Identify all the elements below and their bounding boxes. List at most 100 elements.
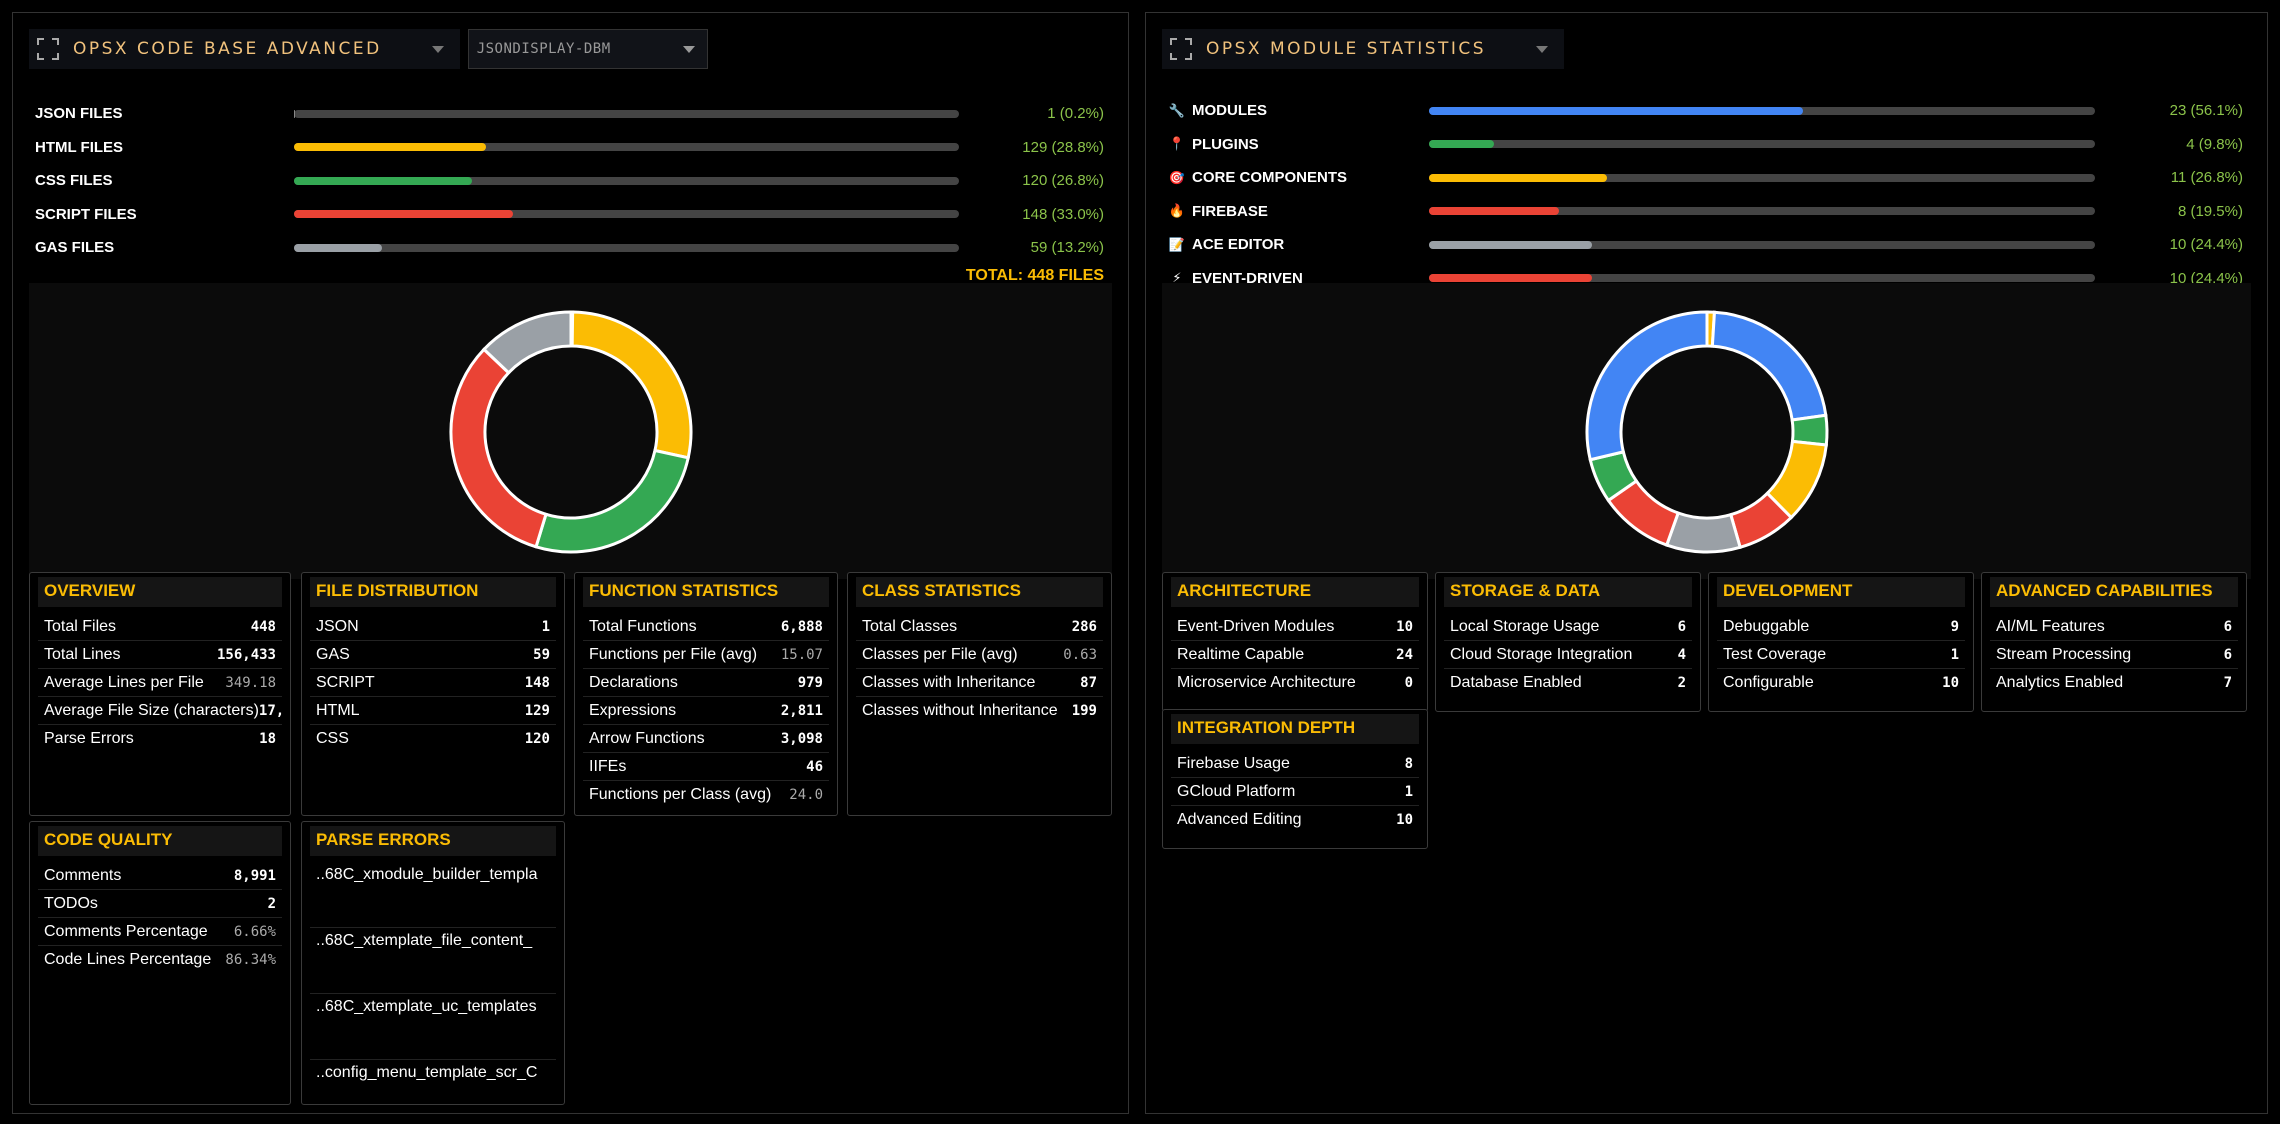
stat-value: 87	[1080, 674, 1097, 691]
parse-error-item[interactable]: ..68C_xtemplate_uc_templates	[310, 994, 556, 1060]
bar-label: GAS FILES	[35, 239, 294, 256]
module-donut-slice[interactable]	[1710, 310, 1828, 422]
stat-label: SCRIPT	[316, 673, 375, 691]
stat-label: Event-Driven Modules	[1177, 617, 1335, 635]
bar-label: HTML FILES	[35, 139, 294, 156]
stat-value: 6,888	[780, 618, 823, 635]
parse-error-item[interactable]: ..68C_xtemplate_file_content_	[310, 928, 556, 994]
stat-label: Functions per Class (avg)	[589, 786, 772, 803]
stat-row: SCRIPT 148	[310, 669, 556, 697]
code-base-panel: OPSX CODE BASE ADVANCED JSONDISPLAY-DBM …	[12, 12, 1129, 1114]
stat-label: Classes per File (avg)	[862, 645, 1018, 663]
bar-row: ⚡ EVENT-DRIVEN 10 (24.4%)	[1168, 262, 2243, 291]
stat-value: 10	[1942, 675, 1959, 691]
bar-label-text: CSS FILES	[35, 172, 113, 190]
advanced-capabilities-card: ADVANCED CAPABILITIES AI/ML Features 6 Str…	[1981, 572, 2247, 712]
stat-row: Firebase Usage 8	[1171, 750, 1419, 778]
bar-value: 10 (24.4%)	[2169, 269, 2243, 287]
bar-label: JSON FILES	[35, 105, 294, 122]
stat-value: 9	[1950, 618, 1959, 635]
file-donut-slice[interactable]	[449, 347, 548, 549]
stat-value: 979	[797, 674, 823, 691]
stat-value: 0	[1404, 675, 1413, 691]
architecture-card: ARCHITECTURE Event-Driven Modules 10 Realt…	[1162, 572, 1428, 712]
file-donut-slice[interactable]	[533, 448, 690, 554]
parse-error-item[interactable]: ..68C_xmodule_builder_templa	[310, 862, 556, 928]
bar-fill	[1429, 240, 1592, 249]
overview-card: OVERVIEW Total Files 448 Total Lines 156,43…	[29, 572, 291, 816]
stat-row: Arrow Functions 3,098	[583, 725, 829, 753]
stat-label: Database Enabled	[1450, 674, 1582, 691]
stat-row: Stream Processing 6	[1990, 641, 2238, 669]
stat-label: Average File Size (characters)	[44, 701, 259, 719]
stat-row: Analytics Enabled 7	[1990, 669, 2238, 697]
stat-label: Total Functions	[589, 617, 697, 635]
bar-row: HTML FILES 129 (28.8%)	[35, 131, 1104, 165]
file-type-bars: JSON FILES 1 (0.2%) HTML FILES 129 (28.8%) C…	[35, 97, 1104, 265]
expand-icon[interactable]	[37, 38, 59, 60]
module-icon: ⚡	[1172, 270, 1182, 286]
bar-label: ⚡ EVENT-DRIVEN	[1168, 270, 1429, 287]
stat-label: Comments	[44, 866, 122, 884]
bar-value: 148 (33.0%)	[1022, 205, 1104, 223]
storage-data-card: STORAGE & DATA Local Storage Usage 6 Cloud…	[1435, 572, 1701, 712]
bar-row: JSON FILES 1 (0.2%)	[35, 97, 1104, 131]
stat-row: Parse Errors 18	[38, 725, 282, 753]
chevron-down-icon	[1536, 45, 1549, 53]
stat-label: Total Lines	[44, 645, 121, 663]
code-quality-card: CODE QUALITY Comments 8,991 TODOs 2 Comments…	[29, 821, 291, 1105]
bar-fill	[294, 176, 473, 185]
stat-label: Local Storage Usage	[1450, 617, 1600, 635]
development-rows: Debuggable 9 Test Coverage 1 Configurable 10	[1717, 613, 1965, 697]
expand-icon[interactable]	[1170, 38, 1192, 60]
stat-value: 4	[1677, 646, 1686, 663]
stat-value: 59	[533, 646, 550, 663]
stat-row: Expressions 2,811	[583, 697, 829, 725]
stat-value: 349.18	[225, 674, 276, 691]
bar-row: CSS FILES 120 (26.8%)	[35, 164, 1104, 198]
stat-label: Average Lines per File	[44, 673, 204, 691]
bar-track	[294, 243, 959, 252]
stat-value: 86.34%	[225, 952, 276, 968]
module-title-dropdown[interactable]: OPSX MODULE STATISTICS	[1162, 29, 1565, 69]
parse-error-item[interactable]: ..config_menu_template_scr_C	[316, 1064, 538, 1081]
bar-label: SCRIPT FILES	[35, 206, 294, 223]
file-donut-slice[interactable]	[570, 310, 692, 460]
function-statistics-title: FUNCTION STATISTICS	[583, 577, 829, 607]
bar-fill	[294, 243, 382, 252]
code-base-title-dropdown[interactable]: OPSX CODE BASE ADVANCED	[29, 29, 460, 69]
stat-row: Test Coverage 1	[1717, 641, 1965, 669]
stat-row: Configurable 10	[1717, 669, 1965, 697]
bar-label-text: FIREBASE	[1192, 202, 1268, 220]
stat-row: Comments 8,991	[38, 862, 282, 890]
stat-label: Expressions	[589, 701, 677, 719]
module-donut-slice[interactable]	[1664, 511, 1742, 554]
stat-value: 448	[250, 618, 276, 635]
stat-label: Configurable	[1723, 674, 1814, 691]
bar-fill	[1429, 274, 1592, 283]
bar-value: 23 (56.1%)	[2169, 102, 2243, 120]
class-statistics-card: CLASS STATISTICS Total Classes 286 Classes…	[847, 572, 1112, 816]
bar-value: 59 (13.2%)	[1030, 239, 1104, 257]
bar-row: 🔧 MODULES 23 (56.1%)	[1168, 94, 2243, 128]
integration-depth-card: INTEGRATION DEPTH Firebase Usage 8 GCloud …	[1162, 709, 1428, 849]
parse-errors-title: PARSE ERRORS	[310, 826, 556, 856]
source-select[interactable]: JSONDISPLAY-DBM	[467, 29, 708, 69]
bar-label: 🔧 MODULES	[1168, 102, 1429, 119]
stat-row: Average File Size (characters)17,659.42	[38, 697, 282, 725]
stat-label: Classes with Inheritance	[862, 673, 1036, 691]
stat-value: 10	[1396, 618, 1413, 635]
bar-label-text: MODULES	[1192, 102, 1267, 120]
file-donut-slice[interactable]	[481, 310, 572, 375]
bar-label-text: CORE COMPONENTS	[1192, 169, 1348, 187]
stat-label: Firebase Usage	[1177, 754, 1290, 772]
module-statistics-header: OPSX MODULE STATISTICS	[1162, 29, 1565, 69]
stat-value: 46	[806, 758, 823, 775]
class-statistics-rows: Total Classes 286 Classes per File (avg) 0.…	[856, 613, 1103, 725]
stat-row: Advanced Editing 10	[1171, 806, 1419, 834]
module-donut-slice[interactable]	[1585, 310, 1708, 462]
stat-value: 199	[1071, 703, 1097, 719]
stat-row: Classes per File (avg) 0.63	[856, 641, 1103, 669]
stat-row: Total Lines 156,433	[38, 641, 282, 669]
storage-data-title: STORAGE & DATA	[1444, 577, 1692, 607]
